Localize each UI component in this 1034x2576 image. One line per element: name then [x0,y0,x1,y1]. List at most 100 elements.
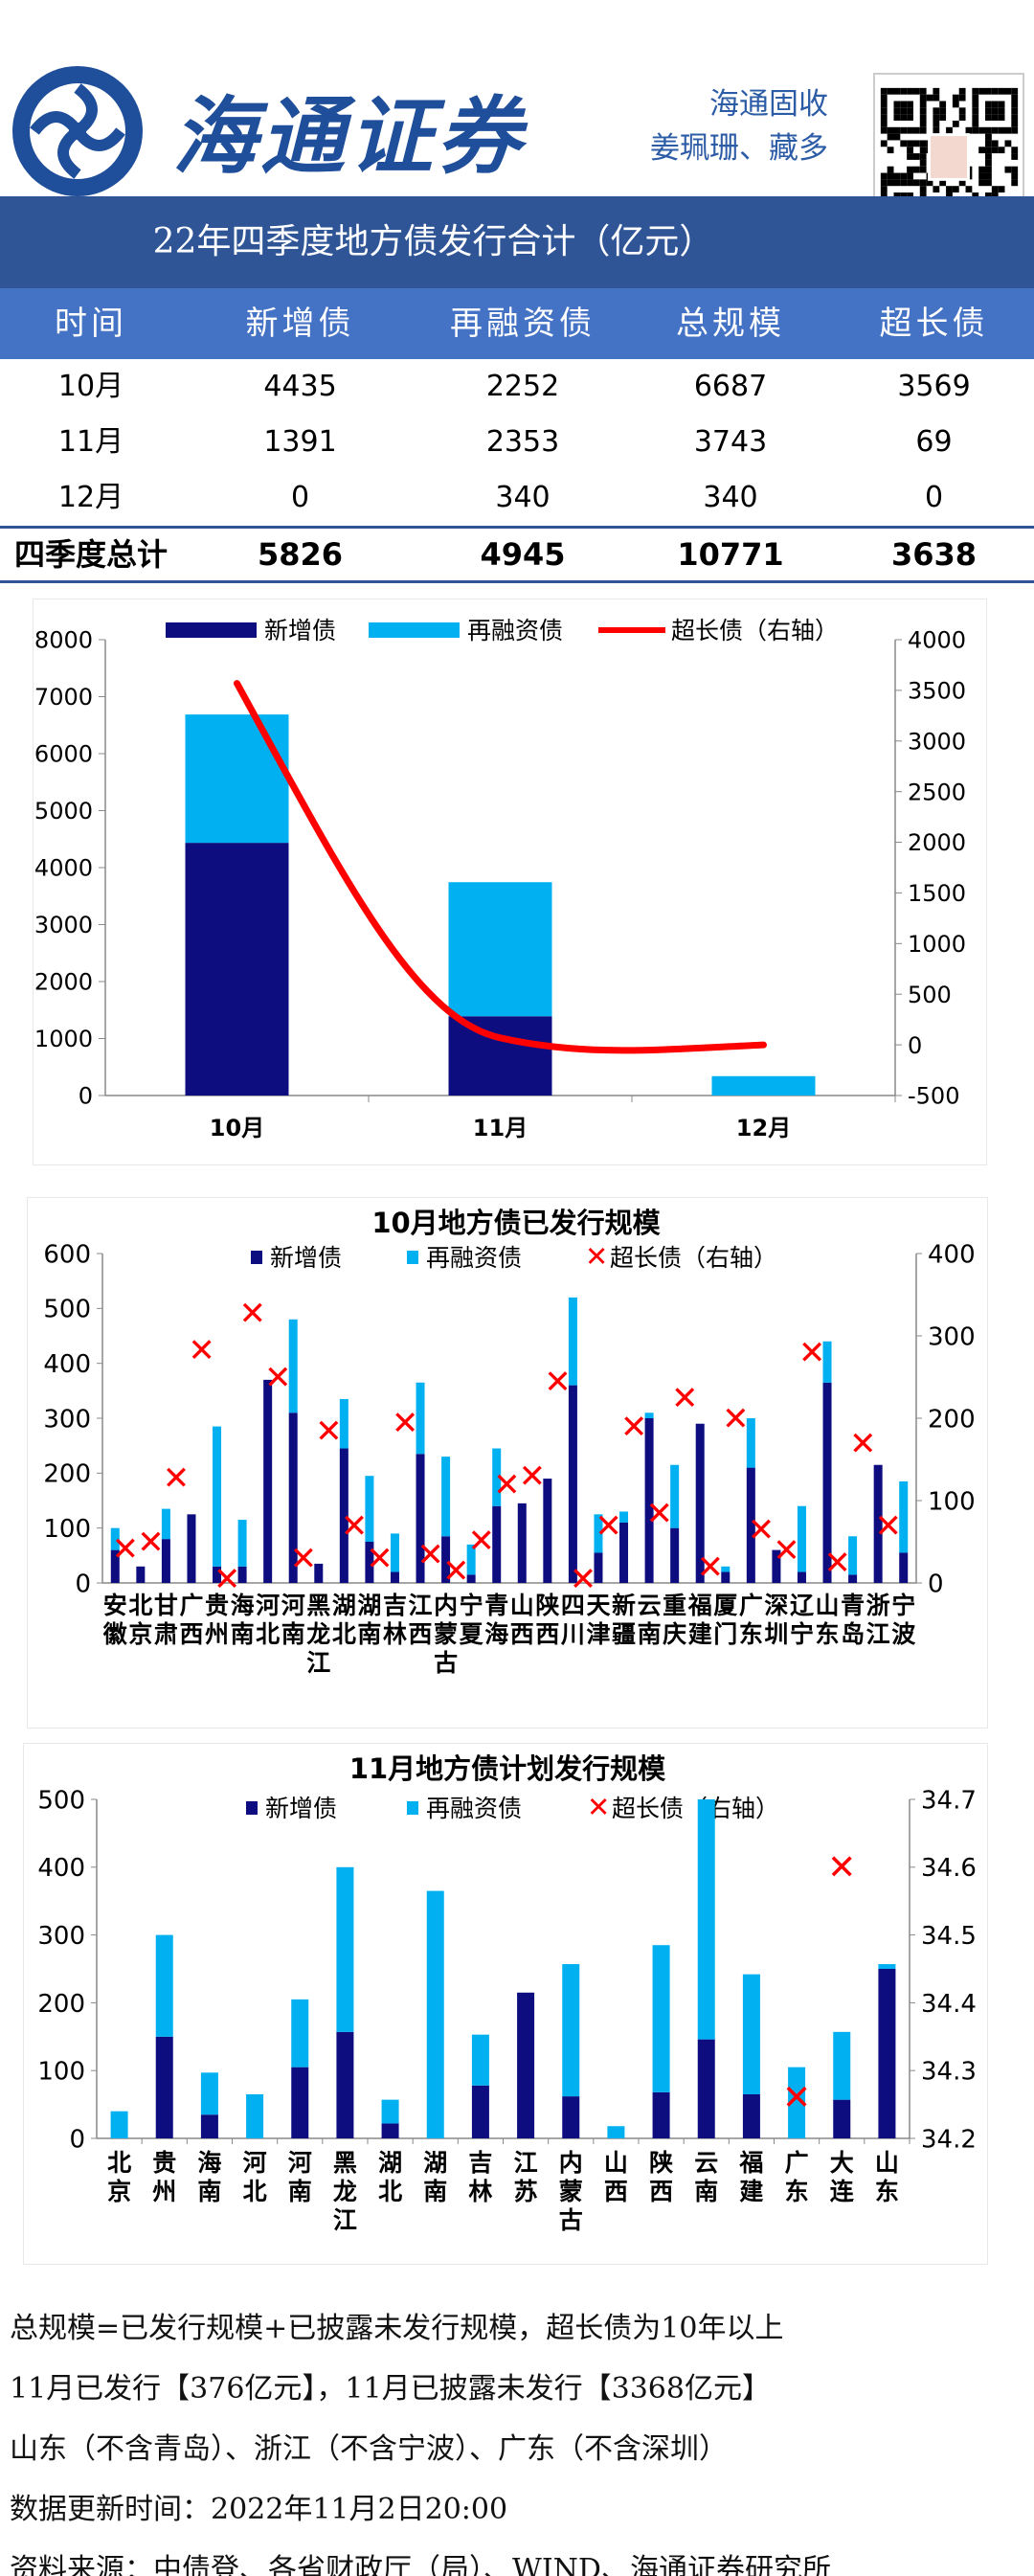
qr-module [1011,147,1019,154]
y2-tick-label: 1000 [908,931,966,958]
y-tick-label: 2000 [34,969,93,996]
y-tick-label: 8000 [34,627,93,654]
y-tick-label: 400 [37,1854,85,1883]
legend-swatch [407,1801,418,1815]
summary-table: 时间 新增债 再融资债 总规模 超长债 10月 4435 2252 6687 3… [0,288,1034,583]
legend-marker-swatch: ✕ [585,1240,608,1273]
x-tick-label: 内 [434,1592,458,1619]
scatter-marker: ✕ [112,1530,140,1569]
scatter-marker: ✕ [544,1363,572,1401]
qr-module [972,120,979,127]
bar-segment [339,1398,348,1449]
x-tick-label: 东 [739,1620,763,1648]
x-tick-label: 黑 [333,2149,357,2177]
qr-module [880,94,888,102]
x-tick-label: 江 [333,2206,357,2234]
qr-module [985,133,992,141]
bar-segment [517,1992,535,2138]
qr-module [985,140,992,147]
scatter-marker: ✕ [214,1561,241,1599]
x-tick-label: 西 [604,2178,628,2205]
x-tick-label: 江 [306,1649,330,1677]
table-row: 11月 1391 2353 3743 69 [0,415,1034,470]
qr-module [919,101,927,108]
x-tick-label: 夏 [460,1620,484,1648]
qr-module [880,126,888,134]
x-tick-label: 北 [243,2178,267,2205]
bar-segment [291,1999,309,2068]
qr-module [887,126,894,134]
qr-module [946,126,953,134]
qr-module [907,114,913,121]
qr-module [893,172,901,180]
qr-module [939,179,947,187]
x-tick-label: 云 [694,2149,718,2177]
table-cell: 69 [915,425,953,459]
qr-module [907,87,913,95]
qr-module [998,114,1005,121]
qr-module [933,120,940,127]
x-tick-label: 海 [484,1620,508,1648]
x-tick-label: 龙 [306,1620,330,1648]
qr-module [880,179,888,187]
y-tick-label: 0 [75,1570,91,1598]
scatter-marker: ✕ [493,1466,521,1504]
x-tick-label: 湖 [423,2149,447,2177]
x-tick-label: 青 [484,1592,508,1619]
chart-title: 10月地方债已发行规模 [371,1207,661,1239]
bar-segment [492,1505,502,1583]
qr-module [887,147,894,154]
scatter-marker: ✕ [315,1412,343,1451]
bar-segment [466,1574,476,1583]
qr-module [1011,126,1019,134]
legend-label: 超长债（右轴） [612,1795,779,1822]
qr-module [1011,120,1019,127]
scatter-marker: ✕ [163,1459,191,1498]
x-tick-label: 厦 [713,1592,737,1619]
x-tick-label: 北 [332,1620,356,1648]
bar-segment [848,1536,858,1575]
scatter-marker: ✕ [773,1532,800,1570]
x-tick-label: 圳 [764,1620,788,1648]
y2-tick-label: 34.3 [921,2058,977,2087]
qr-module [946,186,953,193]
qr-module [919,126,927,134]
qr-module [998,147,1005,154]
x-tick-label: 浙 [866,1592,890,1619]
legend-label: 新增债 [265,1795,337,1822]
qr-module [958,87,966,95]
bar-segment [416,1454,425,1583]
bar-segment [291,2067,309,2138]
qr-module [919,192,927,199]
y-tick-label: 5000 [34,798,93,825]
note-line: 数据更新时间：2022年11月2日20:00 [10,2493,508,2526]
scatter-marker: ✕ [823,1545,851,1583]
x-tick-label: 南 [638,1620,662,1648]
bar-segment [365,1476,374,1542]
bar-segment [607,2126,625,2138]
x-tick-label: 重 [663,1592,686,1619]
x-tick-label: 青 [841,1592,865,1619]
bar-segment [441,1536,451,1583]
table-cell: 0 [290,481,310,514]
x-tick-label: 江 [409,1592,433,1619]
qr-module [998,107,1005,115]
qr-module [887,179,894,187]
bar-segment [594,1552,603,1583]
october-issued-chart: 10月地方债已发行规模 新增债 再融资债 ✕ 超长债（右轴） 0 100 200 300 400 5… [27,1197,988,1729]
bar-segment [336,1866,354,2032]
qr-module [1011,114,1019,121]
qr-module [933,87,940,95]
table-cell: 2252 [485,370,560,403]
bar-segment [652,2091,670,2138]
x-tick-label: 南 [694,2178,718,2205]
qr-module [985,87,992,95]
total-cell: 3638 [890,536,978,573]
qr-module [919,140,927,147]
bar-segment [644,1412,654,1418]
bar-segment [213,1426,222,1567]
scatter-marker: ✕ [341,1507,369,1546]
scatter-marker: ✕ [188,1332,215,1370]
x-tick-label: 陕 [535,1592,559,1619]
total-cell: 5826 [257,536,344,573]
